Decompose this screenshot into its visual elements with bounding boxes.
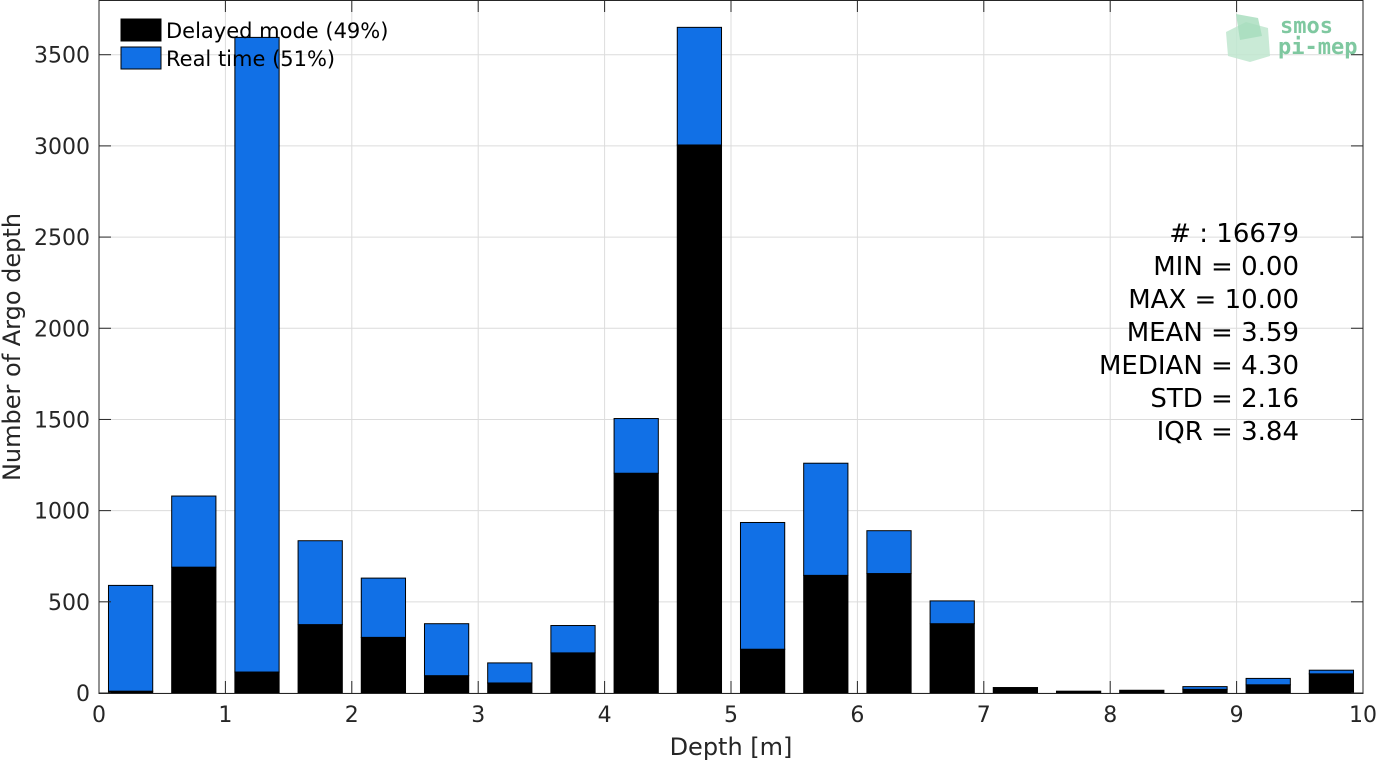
x-tick-label: 10: [1349, 703, 1377, 728]
bar-delayed-mode: [1055, 690, 1102, 694]
bar-real-time: [1308, 669, 1355, 675]
bar-delayed-mode: [550, 652, 596, 694]
bar-delayed-mode: [1119, 689, 1165, 694]
x-tick-label: 9: [1230, 703, 1244, 728]
bar-real-time: [929, 600, 975, 625]
stat-line: STD = 2.16: [1150, 384, 1299, 414]
x-tick-label: 5: [724, 703, 738, 728]
bar-real-time: [171, 495, 217, 568]
bar-real-time: [1245, 677, 1291, 686]
bar-delayed-mode: [866, 573, 912, 694]
stat-line: MEDIAN = 4.30: [1099, 351, 1299, 381]
stat-line: MAX = 10.00: [1128, 285, 1299, 315]
bar-delayed-mode: [487, 682, 533, 694]
legend-label-delayed: Delayed mode (49%): [166, 19, 388, 43]
bar-real-time: [234, 36, 280, 673]
smos-pimep-logo: smos pi-mep: [1226, 14, 1357, 62]
bar-delayed-mode: [297, 624, 343, 694]
stat-line: IQR = 3.84: [1157, 417, 1299, 447]
x-tick-label: 4: [598, 703, 612, 728]
bar-delayed-mode: [676, 144, 723, 694]
stat-line: # : 16679: [1169, 219, 1299, 249]
x-tick-label: 0: [92, 703, 106, 728]
bar-real-time: [550, 625, 596, 654]
x-tick-label: 1: [218, 703, 232, 728]
x-tick-label: 3: [471, 703, 485, 728]
legend-swatch-realtime: [120, 46, 162, 70]
bar-delayed-mode: [1308, 673, 1355, 694]
bar-real-time: [1182, 686, 1228, 690]
legend-label-realtime: Real time (51%): [166, 47, 335, 71]
logo-line2: pi-mep: [1278, 35, 1357, 60]
y-axis-label: Number of Argo depth: [0, 213, 26, 481]
tick-labels: 0 1 2 3 4 5 6 7 8 9 10 0 500 1000 1500 2000 2500 3000 3500: [34, 44, 1377, 728]
bar-delayed-mode: [423, 675, 470, 694]
axis-ticks: [98, 0, 1364, 694]
x-tick-label: 6: [850, 703, 864, 728]
bar-real-time: [107, 584, 154, 692]
bar-real-time: [803, 462, 849, 576]
logo-line1: smos: [1280, 14, 1333, 39]
bar-delayed-mode: [929, 623, 975, 694]
stat-line: MEAN = 3.59: [1127, 318, 1299, 348]
x-axis-label: Depth [m]: [670, 733, 793, 761]
y-tick-label: 3000: [34, 135, 90, 160]
bar-real-time: [360, 577, 407, 638]
y-tick-label: 500: [48, 591, 90, 616]
bar-delayed-mode: [1245, 684, 1291, 694]
bar-real-time: [297, 540, 343, 626]
bar-real-time: [676, 26, 723, 146]
bar-real-time: [866, 530, 912, 575]
stat-line: MIN = 0.00: [1153, 252, 1299, 282]
bar-delayed-mode: [1182, 688, 1228, 694]
bar-delayed-mode: [234, 671, 280, 694]
bar-delayed-mode: [992, 687, 1039, 694]
bar-delayed-mode: [739, 648, 786, 694]
bar-delayed-mode: [171, 566, 217, 694]
x-tick-label: 8: [1103, 703, 1117, 728]
y-tick-label: 0: [76, 682, 90, 707]
y-tick-label: 2000: [34, 317, 90, 342]
y-tick-label: 2500: [34, 226, 90, 251]
legend: Delayed mode (49%) Real time (51%): [120, 18, 388, 71]
bar-real-time: [739, 521, 786, 650]
y-tick-label: 3500: [34, 44, 90, 69]
x-tick-label: 2: [345, 703, 359, 728]
bar-real-time: [423, 623, 470, 677]
bar-real-time: [613, 418, 659, 474]
bar-delayed-mode: [360, 636, 407, 694]
bar-real-time: [487, 662, 533, 684]
bar-delayed-mode: [803, 574, 849, 694]
bar-delayed-mode: [613, 472, 659, 694]
bars: [107, 26, 1355, 694]
legend-swatch-delayed: [120, 18, 162, 42]
x-tick-label: 7: [977, 703, 991, 728]
y-tick-label: 1000: [34, 500, 90, 525]
y-tick-label: 1500: [34, 408, 90, 433]
